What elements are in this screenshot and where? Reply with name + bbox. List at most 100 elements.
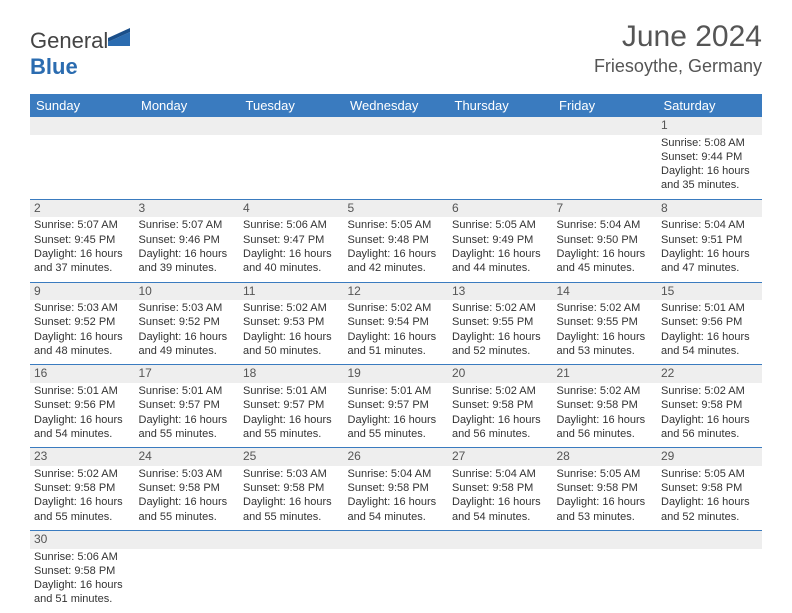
sunset-text: Sunset: 9:46 PM: [139, 233, 236, 247]
day-number-cell: 26: [344, 448, 449, 466]
sunset-text: Sunset: 9:58 PM: [557, 398, 654, 412]
sunset-text: Sunset: 9:58 PM: [34, 481, 131, 495]
daylight-text: Daylight: 16 hours and 55 minutes.: [34, 495, 131, 524]
day-header: Wednesday: [344, 94, 449, 117]
day-detail-cell: Sunrise: 5:07 AMSunset: 9:45 PMDaylight:…: [30, 217, 135, 282]
daylight-text: Daylight: 16 hours and 47 minutes.: [661, 247, 758, 276]
sunset-text: Sunset: 9:58 PM: [661, 481, 758, 495]
sunset-text: Sunset: 9:58 PM: [34, 564, 131, 578]
logo-text-general: General: [30, 28, 108, 53]
day-number-cell: 15: [657, 282, 762, 300]
daylight-text: Daylight: 16 hours and 56 minutes.: [557, 413, 654, 442]
daynum-row: 23242526272829: [30, 448, 762, 466]
day-number-cell: 2: [30, 199, 135, 217]
day-detail-cell: Sunrise: 5:05 AMSunset: 9:48 PMDaylight:…: [344, 217, 449, 282]
day-number-cell: 25: [239, 448, 344, 466]
sunset-text: Sunset: 9:58 PM: [452, 398, 549, 412]
daylight-text: Daylight: 16 hours and 54 minutes.: [34, 413, 131, 442]
sunset-text: Sunset: 9:50 PM: [557, 233, 654, 247]
daylight-text: Daylight: 16 hours and 55 minutes.: [139, 413, 236, 442]
daynum-row: 2345678: [30, 199, 762, 217]
day-detail-cell: Sunrise: 5:04 AMSunset: 9:50 PMDaylight:…: [553, 217, 658, 282]
daylight-text: Daylight: 16 hours and 40 minutes.: [243, 247, 340, 276]
sunset-text: Sunset: 9:58 PM: [348, 481, 445, 495]
day-number-cell: [657, 530, 762, 548]
daylight-text: Daylight: 16 hours and 51 minutes.: [34, 578, 131, 607]
day-number-cell: 29: [657, 448, 762, 466]
day-detail-cell: Sunrise: 5:03 AMSunset: 9:58 PMDaylight:…: [135, 466, 240, 531]
day-number-cell: 1: [657, 117, 762, 135]
day-detail-cell: [239, 549, 344, 613]
day-number-cell: 18: [239, 365, 344, 383]
day-number-cell: 14: [553, 282, 658, 300]
day-number-cell: [30, 117, 135, 135]
daylight-text: Daylight: 16 hours and 55 minutes.: [139, 495, 236, 524]
flag-icon: [108, 28, 132, 48]
day-detail-cell: [448, 135, 553, 200]
sunset-text: Sunset: 9:53 PM: [243, 315, 340, 329]
sunrise-text: Sunrise: 5:01 AM: [348, 384, 445, 398]
sunrise-text: Sunrise: 5:05 AM: [452, 218, 549, 232]
sunrise-text: Sunrise: 5:05 AM: [348, 218, 445, 232]
sunset-text: Sunset: 9:49 PM: [452, 233, 549, 247]
day-number-cell: [448, 117, 553, 135]
day-detail-cell: Sunrise: 5:02 AMSunset: 9:58 PMDaylight:…: [448, 383, 553, 448]
day-number-cell: 23: [30, 448, 135, 466]
sunrise-text: Sunrise: 5:02 AM: [243, 301, 340, 315]
day-detail-cell: Sunrise: 5:03 AMSunset: 9:58 PMDaylight:…: [239, 466, 344, 531]
sunset-text: Sunset: 9:47 PM: [243, 233, 340, 247]
daylight-text: Daylight: 16 hours and 50 minutes.: [243, 330, 340, 359]
sunset-text: Sunset: 9:51 PM: [661, 233, 758, 247]
daylight-text: Daylight: 16 hours and 49 minutes.: [139, 330, 236, 359]
day-detail-cell: Sunrise: 5:05 AMSunset: 9:58 PMDaylight:…: [657, 466, 762, 531]
day-header: Saturday: [657, 94, 762, 117]
day-detail-cell: Sunrise: 5:01 AMSunset: 9:57 PMDaylight:…: [239, 383, 344, 448]
sunrise-text: Sunrise: 5:01 AM: [243, 384, 340, 398]
detail-row: Sunrise: 5:03 AMSunset: 9:52 PMDaylight:…: [30, 300, 762, 365]
day-detail-cell: Sunrise: 5:05 AMSunset: 9:49 PMDaylight:…: [448, 217, 553, 282]
day-number-cell: [553, 530, 658, 548]
day-detail-cell: Sunrise: 5:01 AMSunset: 9:57 PMDaylight:…: [344, 383, 449, 448]
daylight-text: Daylight: 16 hours and 56 minutes.: [452, 413, 549, 442]
sunset-text: Sunset: 9:55 PM: [452, 315, 549, 329]
daylight-text: Daylight: 16 hours and 35 minutes.: [661, 164, 758, 193]
day-detail-cell: Sunrise: 5:04 AMSunset: 9:51 PMDaylight:…: [657, 217, 762, 282]
day-detail-cell: Sunrise: 5:02 AMSunset: 9:54 PMDaylight:…: [344, 300, 449, 365]
sunset-text: Sunset: 9:58 PM: [452, 481, 549, 495]
sunrise-text: Sunrise: 5:01 AM: [139, 384, 236, 398]
daynum-row: 30: [30, 530, 762, 548]
daynum-row: 16171819202122: [30, 365, 762, 383]
day-number-cell: [448, 530, 553, 548]
day-detail-cell: [239, 135, 344, 200]
day-number-cell: 19: [344, 365, 449, 383]
detail-row: Sunrise: 5:06 AMSunset: 9:58 PMDaylight:…: [30, 549, 762, 613]
location-text: Friesoythe, Germany: [594, 56, 762, 77]
day-number-cell: 5: [344, 199, 449, 217]
day-detail-cell: [553, 135, 658, 200]
day-number-cell: 20: [448, 365, 553, 383]
daylight-text: Daylight: 16 hours and 44 minutes.: [452, 247, 549, 276]
day-detail-cell: Sunrise: 5:08 AMSunset: 9:44 PMDaylight:…: [657, 135, 762, 200]
sunrise-text: Sunrise: 5:02 AM: [452, 384, 549, 398]
daylight-text: Daylight: 16 hours and 39 minutes.: [139, 247, 236, 276]
day-detail-cell: Sunrise: 5:02 AMSunset: 9:58 PMDaylight:…: [657, 383, 762, 448]
day-detail-cell: [30, 135, 135, 200]
sunset-text: Sunset: 9:58 PM: [661, 398, 758, 412]
day-detail-cell: Sunrise: 5:05 AMSunset: 9:58 PMDaylight:…: [553, 466, 658, 531]
day-number-cell: 17: [135, 365, 240, 383]
sunrise-text: Sunrise: 5:02 AM: [34, 467, 131, 481]
day-number-cell: 10: [135, 282, 240, 300]
sunrise-text: Sunrise: 5:03 AM: [34, 301, 131, 315]
day-number-cell: [344, 530, 449, 548]
day-detail-cell: [135, 549, 240, 613]
daylight-text: Daylight: 16 hours and 52 minutes.: [452, 330, 549, 359]
day-number-cell: 9: [30, 282, 135, 300]
day-detail-cell: Sunrise: 5:06 AMSunset: 9:58 PMDaylight:…: [30, 549, 135, 613]
daylight-text: Daylight: 16 hours and 54 minutes.: [661, 330, 758, 359]
daylight-text: Daylight: 16 hours and 53 minutes.: [557, 495, 654, 524]
day-detail-cell: Sunrise: 5:01 AMSunset: 9:57 PMDaylight:…: [135, 383, 240, 448]
sunset-text: Sunset: 9:58 PM: [243, 481, 340, 495]
day-number-cell: 21: [553, 365, 658, 383]
day-detail-cell: Sunrise: 5:04 AMSunset: 9:58 PMDaylight:…: [448, 466, 553, 531]
sunset-text: Sunset: 9:54 PM: [348, 315, 445, 329]
